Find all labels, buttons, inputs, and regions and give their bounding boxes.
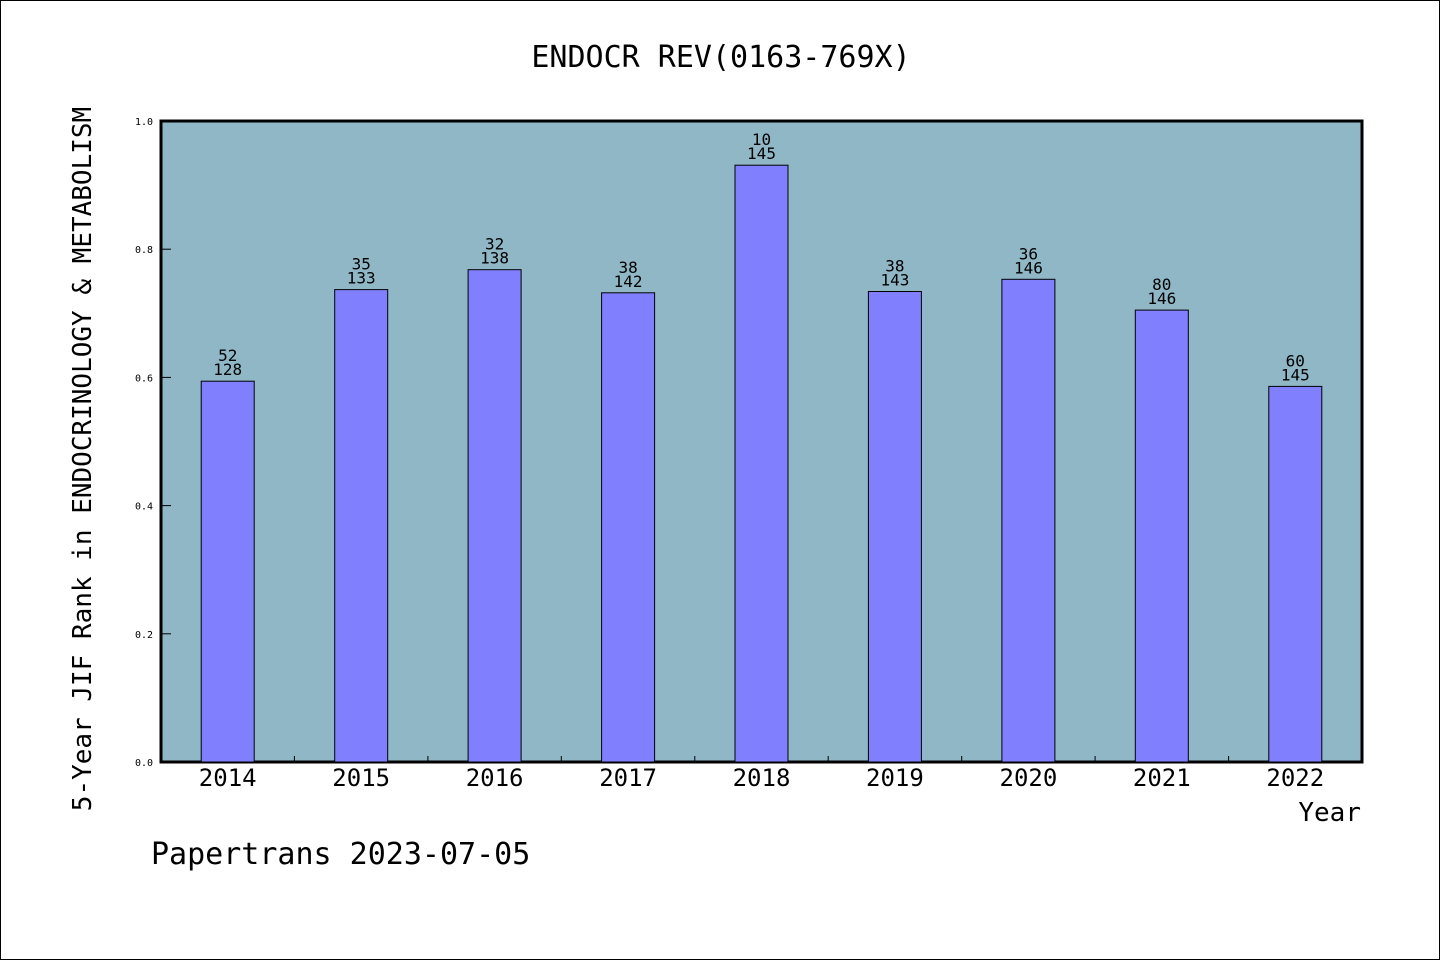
bar-2017 [601, 292, 656, 763]
total-label-2018: 145 [747, 144, 776, 163]
x-tick-label-2014: 2014 [199, 764, 257, 792]
y-tick-label-0.0: 0.0 [135, 758, 153, 769]
bar-2020 [1001, 278, 1056, 763]
y-tick-label-1.0: 1.0 [135, 117, 153, 128]
y-tick-label-0.4: 0.4 [135, 502, 153, 513]
total-label-2019: 143 [880, 271, 909, 290]
bar-2016 [467, 269, 522, 763]
bar-2022 [1268, 385, 1323, 763]
footer-credit: Papertrans 2023-07-05 [151, 837, 530, 872]
total-label-2014: 128 [213, 360, 242, 379]
bars-layer [200, 164, 1323, 763]
total-label-2016: 138 [480, 249, 509, 268]
y-tick-label-0.6: 0.6 [135, 373, 153, 384]
x-tick-label-2021: 2021 [1133, 764, 1191, 792]
bar-2018 [734, 164, 789, 763]
x-tick-label-2020: 2020 [1000, 764, 1058, 792]
bar-2015 [334, 289, 389, 763]
total-label-2021: 146 [1147, 289, 1176, 308]
chart-title: ENDOCR REV(0163-769X) [531, 40, 910, 75]
total-label-2017: 142 [614, 272, 643, 291]
bar-2019 [867, 291, 922, 763]
rank-label-2020: 36 [1019, 244, 1038, 263]
rank-label-2014: 52 [218, 346, 237, 365]
total-label-2022: 145 [1281, 365, 1310, 384]
rank-label-2015: 35 [352, 255, 371, 274]
x-tick-label-2019: 2019 [866, 764, 924, 792]
total-label-2015: 133 [347, 269, 376, 288]
rank-label-2022: 60 [1286, 351, 1305, 370]
bar-2014 [200, 380, 255, 763]
y-tick-label-0.2: 0.2 [135, 630, 153, 641]
x-tick-label-2015: 2015 [332, 764, 390, 792]
bar-2021 [1134, 309, 1189, 763]
y-tick-label-0.8: 0.8 [135, 245, 153, 256]
rank-label-2016: 32 [485, 235, 504, 254]
total-label-2020: 146 [1014, 258, 1043, 277]
rank-label-2021: 80 [1152, 275, 1171, 294]
rank-label-2018: 10 [752, 130, 771, 149]
x-tick-label-2018: 2018 [733, 764, 791, 792]
x-tick-label-2022: 2022 [1266, 764, 1324, 792]
rank-label-2019: 38 [885, 257, 904, 276]
y-axis-label: 5-Year JIF Rank in ENDOCRINOLOGY & METAB… [68, 107, 98, 811]
rank-label-2017: 38 [618, 258, 637, 277]
x-axis-label: Year [1298, 798, 1361, 828]
axes-layer: 2014 2015 2016 2017 2018 2019 2020 2021 2022 0.0 0… [135, 117, 1324, 792]
x-tick-label-2017: 2017 [599, 764, 657, 792]
x-tick-label-2016: 2016 [466, 764, 524, 792]
